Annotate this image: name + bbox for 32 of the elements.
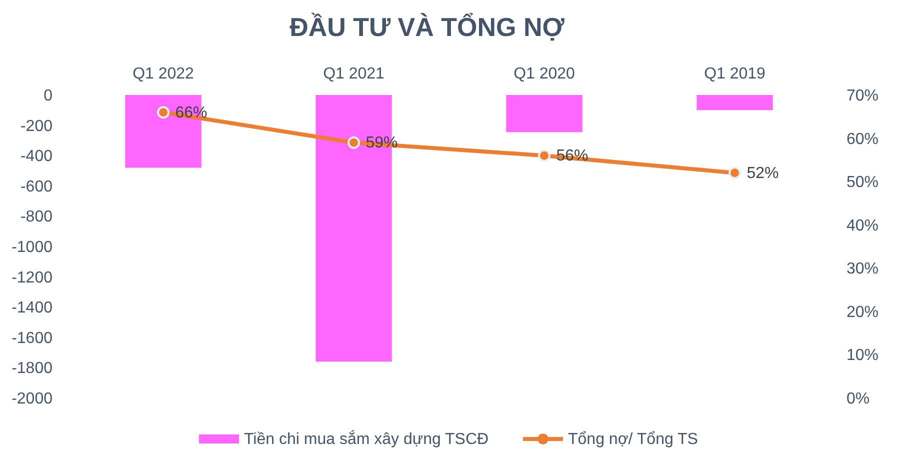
point: [157, 106, 170, 119]
y-tick-label: -1800: [12, 360, 53, 378]
y-tick-label: -2000: [12, 390, 53, 408]
data-label: 59%: [366, 134, 398, 152]
x-tick-label: Q1 2021: [323, 66, 385, 82]
y-tick-label: -1200: [12, 269, 53, 286]
x-tick-label: Q1 2020: [514, 66, 576, 82]
data-label: 52%: [746, 164, 779, 182]
point: [728, 166, 741, 180]
y-tick-label: -1400: [12, 300, 53, 317]
y-tick-label: -200: [20, 118, 53, 135]
y2-tick-label: 50%: [846, 174, 879, 192]
y-tick-label: -1600: [12, 330, 53, 347]
y-tick-label: -400: [20, 148, 53, 166]
y-tick-label: -600: [20, 178, 53, 196]
y2-tick-label: 20%: [846, 304, 879, 321]
point: [348, 136, 360, 149]
y2-tick-label: 0%: [846, 390, 870, 408]
legend-label: Tổng nợ/ Tổng TS: [568, 431, 698, 448]
chart-title: ĐẦU TƯ VÀ TỔNG NỢ: [290, 12, 566, 42]
point: [538, 149, 550, 162]
x-tick-label: Q1 2022: [132, 66, 194, 82]
y2-tick-label: 10%: [846, 347, 879, 364]
legend-label: Tiền chi mua sắm xây dựng TSCĐ: [244, 430, 489, 448]
y-tick-label: 0: [44, 88, 53, 104]
y2-tick-label: 60%: [846, 130, 879, 148]
y-tick-label: -1000: [12, 239, 53, 256]
y2-tick-label: 30%: [846, 260, 879, 278]
y-tick-label: -800: [20, 208, 53, 226]
y2-tick-label: 70%: [846, 88, 879, 104]
x-tick-label: Q1 2019: [704, 66, 766, 82]
y2-tick-label: 40%: [846, 217, 879, 234]
